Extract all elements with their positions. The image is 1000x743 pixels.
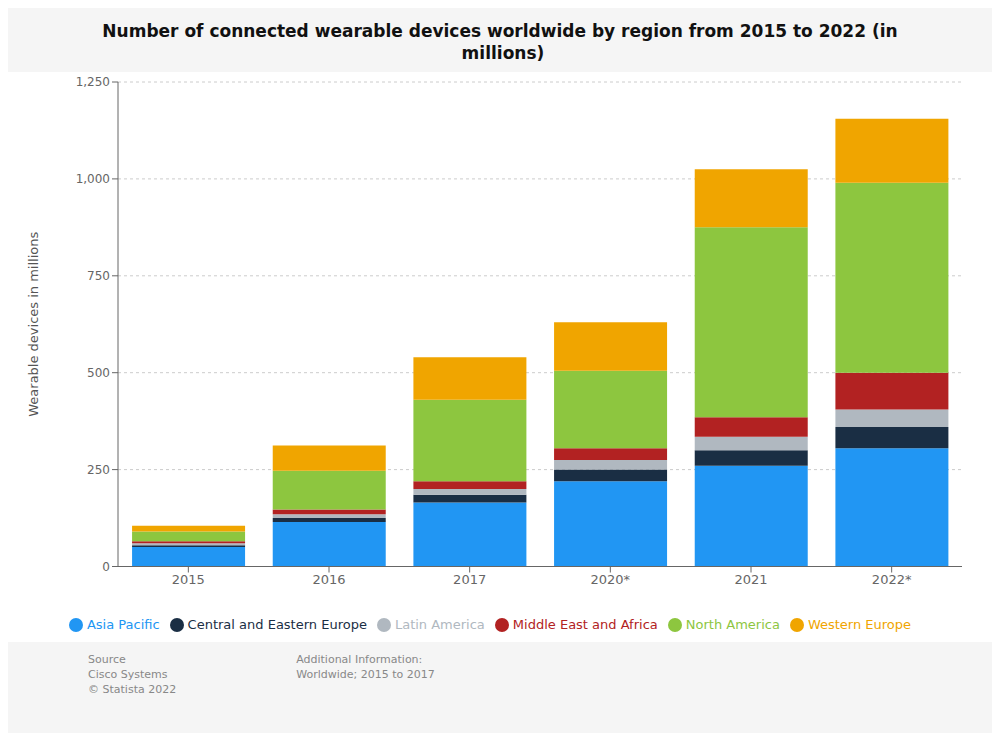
svg-text:2016: 2016 [312, 572, 345, 587]
html-text:Middle East and Africa: Middle East and Africa [512, 616, 658, 632]
svg-text:2022*: 2022* [872, 572, 912, 587]
svg-text:250: 250 [87, 463, 110, 477]
svg-text:2021: 2021 [734, 572, 767, 587]
svg-text:2017: 2017 [453, 572, 486, 587]
svg-text:0: 0 [102, 560, 110, 574]
svg-text:1,000: 1,000 [76, 172, 110, 186]
html-text:North America: North America [685, 616, 780, 632]
html-text:millions): millions) [455, 43, 545, 63]
svg-text:2015: 2015 [172, 572, 205, 587]
html-text:© Statista 2022: © Statista 2022 [88, 683, 177, 696]
html-text:Central and Eastern Europe: Central and Eastern Europe [187, 616, 367, 632]
svg-text:Wearable devices in millions: Wearable devices in millions [26, 232, 41, 417]
svg-text:2020*: 2020* [591, 572, 631, 587]
svg-text:1,250: 1,250 [76, 75, 110, 89]
html-text:Latin America: Latin America [394, 616, 485, 632]
html-text:Number of connected wearable d: Number of connected wearable devices wor… [102, 21, 898, 41]
svg-text:750: 750 [87, 269, 110, 283]
html-text:Western Europe: Western Europe [807, 616, 912, 632]
html-text:Cisco Systems: Cisco Systems [88, 668, 168, 681]
html-text:Additional Information:: Additional Information: [296, 653, 423, 666]
html-text:Source: Source [88, 653, 126, 666]
svg-text:500: 500 [87, 366, 110, 380]
html-text:Asia Pacific: Asia Pacific [86, 616, 160, 632]
html-text:Worldwide; 2015 to 2017: Worldwide; 2015 to 2017 [296, 668, 435, 681]
